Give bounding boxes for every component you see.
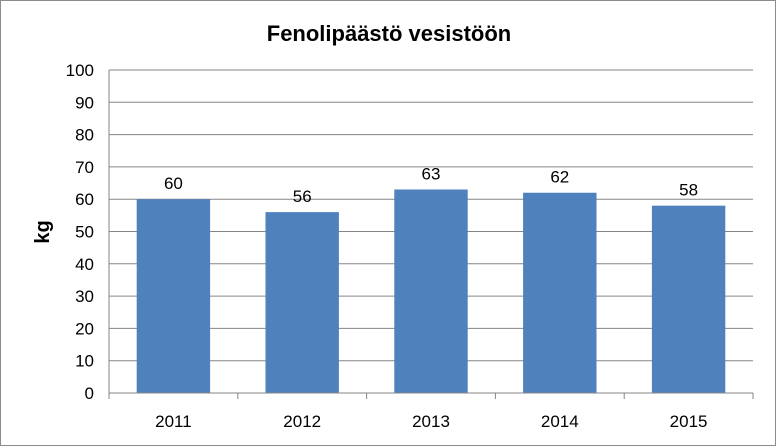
x-tick-labels: 2011 2012 2013 2014 2015 bbox=[155, 412, 707, 431]
y-tick-label: 100 bbox=[66, 61, 94, 80]
y-tick-label: 60 bbox=[75, 190, 94, 209]
data-label: 62 bbox=[550, 168, 569, 187]
y-axis-label: kg bbox=[32, 220, 54, 243]
bar-2013 bbox=[394, 189, 468, 393]
x-tick-label: 2013 bbox=[412, 412, 450, 431]
y-tick-label: 40 bbox=[75, 255, 94, 274]
data-labels: 60 56 63 62 58 bbox=[164, 165, 698, 207]
bar-2015 bbox=[651, 205, 726, 393]
x-tick-label: 2012 bbox=[283, 412, 321, 431]
data-label: 60 bbox=[164, 174, 183, 193]
y-tick-labels: 0 10 20 30 40 50 60 70 80 90 100 bbox=[66, 61, 94, 403]
chart-title: Fenolipäästö vesistöön bbox=[267, 21, 512, 46]
data-label: 63 bbox=[422, 165, 441, 184]
y-tick-label: 50 bbox=[75, 223, 94, 242]
y-tick-label: 0 bbox=[85, 384, 94, 403]
bar-2014 bbox=[523, 192, 597, 393]
axes bbox=[108, 70, 754, 399]
data-label: 58 bbox=[679, 181, 698, 200]
bars bbox=[136, 189, 726, 393]
y-tick-label: 20 bbox=[75, 319, 94, 338]
bar-2012 bbox=[265, 212, 339, 393]
y-tick-label: 30 bbox=[75, 287, 94, 306]
x-tick-label: 2014 bbox=[541, 412, 579, 431]
x-tick-label: 2011 bbox=[155, 412, 192, 431]
y-tick-label: 90 bbox=[75, 93, 94, 112]
x-tick-label: 2015 bbox=[670, 412, 708, 431]
y-tick-label: 80 bbox=[75, 126, 94, 145]
data-label: 56 bbox=[293, 187, 312, 206]
bar-2011 bbox=[136, 199, 211, 393]
y-tick-label: 70 bbox=[75, 158, 94, 177]
y-tick-label: 10 bbox=[75, 352, 94, 371]
